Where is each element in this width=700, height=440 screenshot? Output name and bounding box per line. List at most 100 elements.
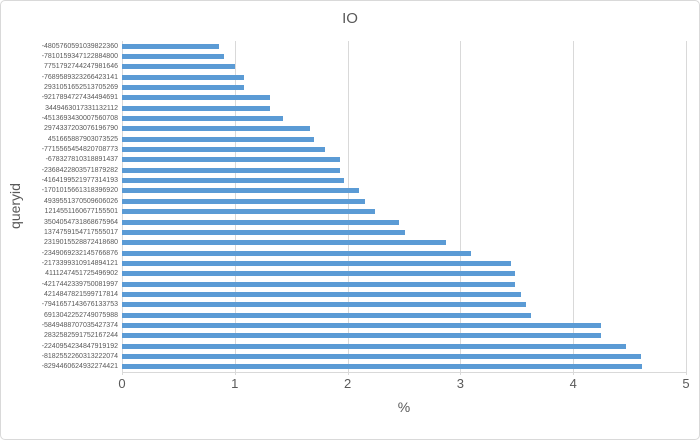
- chart-title: IO: [342, 10, 358, 27]
- axis-tick: [686, 372, 687, 375]
- y-tick-label: -9217894727434494691: [41, 94, 118, 102]
- axis-tick: [460, 372, 462, 375]
- bar: [122, 260, 512, 266]
- bar-row: [122, 134, 686, 144]
- bar: [122, 157, 340, 163]
- axis-tick: [122, 372, 123, 375]
- plot-area: [122, 41, 687, 375]
- bar-row: [122, 51, 686, 61]
- bar-row: [122, 144, 686, 154]
- bar: [122, 95, 270, 101]
- bar: [122, 322, 602, 328]
- y-tick-label: -7689589323266423141: [41, 73, 118, 81]
- y-tick-label: -2240954234847919192: [41, 342, 118, 350]
- y-tick-label: 2319015528872418680: [44, 239, 118, 247]
- bar: [122, 64, 235, 70]
- bar: [122, 281, 515, 287]
- bar-row: [122, 269, 686, 279]
- y-tick-label: -4513693430007560708: [41, 115, 118, 123]
- gridline: [686, 41, 687, 372]
- gridline: [460, 41, 462, 372]
- y-tick-label: -7810159347122884800: [41, 53, 118, 61]
- bar: [122, 209, 375, 215]
- bar: [122, 54, 224, 60]
- bar: [122, 364, 642, 370]
- y-tick-label: 7751792744247981646: [44, 63, 118, 71]
- bar-row: [122, 217, 686, 227]
- y-tick-label: 1214551160677155501: [44, 208, 118, 216]
- bar-row: [122, 103, 686, 113]
- y-tick-label: -2349069232145766876: [41, 249, 118, 257]
- bar: [122, 178, 345, 184]
- y-tick-label: -7941657143676133753: [41, 301, 118, 309]
- y-tick-label: -4217442339750081997: [41, 280, 118, 288]
- bar-row: [122, 331, 686, 341]
- y-tick-labels: -4805760591039822360 -7810159347122884800…: [1, 41, 118, 372]
- y-tick-label: 3449463017331132112: [45, 104, 118, 112]
- y-tick-label: 1374759154717555017: [44, 228, 118, 236]
- x-tick-label: 3: [456, 376, 465, 391]
- y-tick-label: 3504054731868675964: [44, 218, 118, 226]
- bar: [122, 136, 314, 142]
- bar-row: [122, 93, 686, 103]
- bar: [122, 353, 641, 359]
- bar-row: [122, 186, 686, 196]
- gridline: [234, 41, 236, 372]
- bar: [122, 219, 400, 225]
- bar-row: [122, 238, 686, 248]
- bar: [122, 271, 515, 277]
- bar: [122, 167, 340, 173]
- bar-row: [122, 227, 686, 237]
- y-tick-label: 2931051652513705269: [44, 84, 118, 92]
- x-tick-labels: 0 1 2 3 4 5: [118, 376, 690, 392]
- y-tick-label: 4111247451725496902: [45, 270, 118, 278]
- bar: [122, 291, 522, 297]
- gridline: [347, 41, 349, 372]
- bar: [122, 312, 532, 318]
- y-tick-label: -8294460624932274421: [41, 363, 118, 371]
- bar-row: [122, 351, 686, 361]
- x-tick-label: 0: [118, 376, 126, 391]
- gridline: [573, 41, 575, 372]
- x-axis-title: %: [397, 399, 411, 415]
- bar: [122, 126, 311, 132]
- y-tick-label: -1701015661318396920: [41, 187, 118, 195]
- bar-row: [122, 320, 686, 330]
- y-tick-label: 2974337203076196790: [44, 125, 118, 133]
- bar: [122, 343, 627, 349]
- bar-row: [122, 41, 686, 51]
- x-tick-label: 4: [569, 376, 577, 391]
- y-tick-label: -2368422803571879282: [41, 166, 118, 174]
- bar-row: [122, 310, 686, 320]
- bar: [122, 188, 359, 194]
- bar: [122, 240, 446, 246]
- bar: [122, 333, 602, 339]
- y-tick-label: -5849488707035427374: [41, 321, 118, 329]
- bar-row: [122, 72, 686, 82]
- bar-row: [122, 165, 686, 175]
- bar: [122, 105, 270, 111]
- bar: [122, 74, 244, 80]
- axis-tick: [234, 372, 236, 375]
- bar-row: [122, 124, 686, 134]
- bar: [122, 43, 219, 49]
- y-tick-label: -678327810318891437: [45, 156, 118, 164]
- y-tick-label: -2173399310914894121: [41, 259, 118, 267]
- bar-row: [122, 248, 686, 258]
- bar-row: [122, 258, 686, 268]
- bar: [122, 85, 244, 91]
- y-tick-label: 6913042252749075988: [44, 311, 118, 319]
- axis-tick: [573, 372, 575, 375]
- y-tick-label: -7715565454820708773: [41, 146, 118, 154]
- bar-row: [122, 341, 686, 351]
- y-tick-label: 4214847821599717814: [44, 290, 118, 298]
- bar-row: [122, 279, 686, 289]
- x-tick-label: 1: [231, 376, 239, 391]
- y-tick-label: -4805760591039822360: [41, 42, 118, 50]
- y-tick-label: 451665887903073525: [47, 135, 118, 143]
- y-axis-line: [122, 41, 123, 372]
- x-tick-label: 2: [343, 376, 352, 391]
- bar-row: [122, 207, 686, 217]
- x-tick-label: 5: [682, 376, 690, 391]
